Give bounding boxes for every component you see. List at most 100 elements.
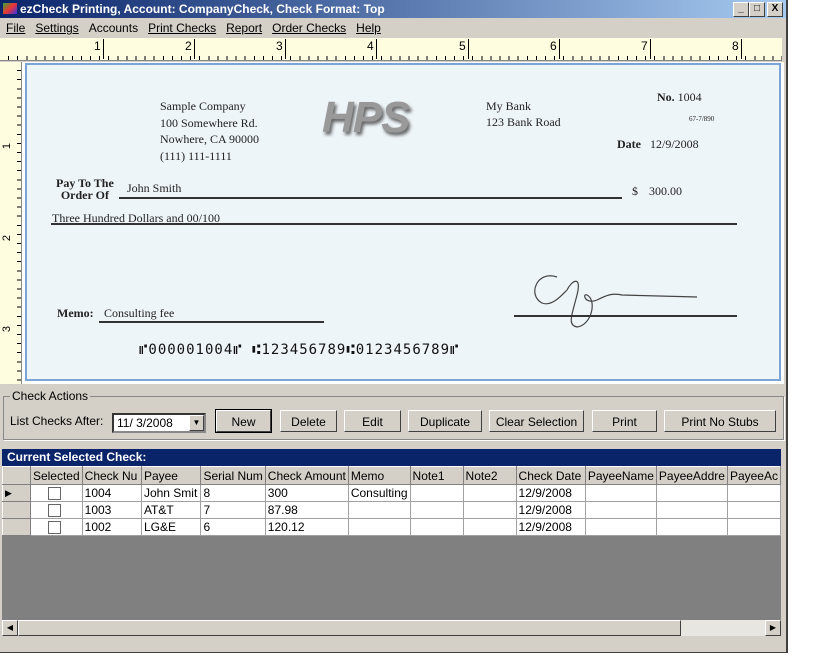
scroll-right-icon[interactable]: ▶ (765, 620, 781, 636)
row-header[interactable] (2, 518, 31, 536)
menu-order-checks[interactable]: Order Checks (272, 21, 347, 35)
selected-checkbox[interactable] (47, 487, 61, 501)
menu-print-checks[interactable]: Print Checks (148, 21, 217, 35)
table-cell[interactable] (585, 501, 657, 519)
table-cell[interactable]: AT&T (141, 501, 202, 519)
table-cell[interactable] (656, 501, 728, 519)
ruler-mark: 1 (94, 39, 104, 59)
column-header[interactable]: Payee (140, 466, 202, 485)
row-header-corner (2, 466, 31, 485)
ruler-mark: 4 (367, 39, 377, 59)
scroll-left-icon[interactable]: ◀ (2, 620, 18, 636)
table-cell[interactable]: 87.98 (265, 501, 349, 519)
table-row[interactable]: 1003 AT&T 7 87.98 12/9/2008 (2, 501, 781, 519)
column-header[interactable]: Note2 (462, 466, 517, 485)
table-cell[interactable]: John Smit (141, 484, 202, 502)
table-cell[interactable]: 12/9/2008 (516, 518, 586, 536)
column-header[interactable]: Check Amount (264, 466, 349, 485)
new-button[interactable]: New (215, 409, 272, 433)
check-amount: 300.00 (649, 184, 682, 198)
duplicate-button[interactable]: Duplicate (408, 410, 482, 432)
restore-button[interactable]: □ (749, 2, 765, 17)
table-cell[interactable]: 12/9/2008 (516, 484, 586, 502)
table-cell[interactable] (585, 518, 657, 536)
list-after-label: List Checks After: (10, 414, 104, 428)
menu-help[interactable]: Help (356, 21, 381, 35)
horizontal-scrollbar[interactable]: ◀ ▶ (2, 620, 781, 636)
chevron-down-icon[interactable]: ▼ (189, 415, 204, 431)
column-header[interactable]: Note1 (409, 466, 464, 485)
close-button[interactable]: X (767, 2, 783, 17)
table-row[interactable]: ▶ 1004 John Smit 8 300 Consulting 12/9/2008 (2, 484, 781, 502)
table-cell[interactable] (463, 501, 517, 519)
column-header[interactable]: Check Nu (81, 466, 142, 485)
window-title: ezCheck Printing, Account: CompanyCheck,… (20, 2, 385, 16)
routing-fraction: 67-7/890 (689, 115, 715, 123)
check-preview-area: Sample Company 100 Somewhere Rd. Nowhere… (22, 62, 784, 384)
scrollbar-thumb[interactable] (18, 620, 681, 636)
table-cell[interactable] (727, 501, 781, 519)
menu-settings[interactable]: Settings (35, 21, 79, 35)
table-cell[interactable] (410, 518, 464, 536)
table-cell[interactable]: 1004 (82, 484, 142, 502)
payee-name: John Smith (127, 181, 182, 195)
ruler-mark: 2 (185, 39, 195, 59)
print-button[interactable]: Print (592, 410, 657, 432)
selected-checkbox-cell[interactable] (30, 484, 83, 502)
selected-checkbox[interactable] (47, 504, 61, 518)
selected-checkbox-cell[interactable] (30, 501, 83, 519)
row-header[interactable]: ▶ (2, 484, 31, 502)
menu-report[interactable]: Report (226, 21, 263, 35)
table-cell[interactable] (585, 484, 657, 502)
column-header[interactable]: PayeeAc (726, 466, 781, 485)
list-after-date-picker[interactable]: 11/ 3/2008 ▼ (112, 413, 206, 433)
app-window: ezCheck Printing, Account: CompanyCheck,… (0, 0, 788, 653)
column-header[interactable]: PayeeName (584, 466, 657, 485)
column-header[interactable]: Memo (347, 466, 411, 485)
edit-button[interactable]: Edit (344, 410, 401, 432)
column-header[interactable]: Selected (29, 466, 83, 485)
minimize-button[interactable]: _ (733, 2, 749, 17)
memo-label: Memo: (57, 306, 94, 320)
column-header[interactable]: Check Date (515, 466, 586, 485)
table-cell[interactable]: 6 (200, 518, 266, 536)
table-cell[interactable]: 1002 (82, 518, 142, 536)
table-cell[interactable] (348, 518, 411, 536)
check-preview[interactable]: Sample Company 100 Somewhere Rd. Nowhere… (25, 63, 781, 381)
table-cell[interactable]: 300 (265, 484, 349, 502)
check-date: 12/9/2008 (650, 137, 699, 151)
table-cell[interactable]: Consulting (348, 484, 411, 502)
table-cell[interactable] (463, 518, 517, 536)
table-cell[interactable]: 120.12 (265, 518, 349, 536)
table-cell[interactable] (727, 484, 781, 502)
table-cell[interactable] (727, 518, 781, 536)
delete-button[interactable]: Delete (280, 410, 337, 432)
column-header[interactable]: Serial Num (200, 466, 266, 485)
table-cell[interactable] (656, 484, 728, 502)
column-header[interactable]: PayeeAddre (655, 466, 728, 485)
table-cell[interactable]: 7 (200, 501, 266, 519)
app-icon (3, 3, 17, 14)
selected-checkbox[interactable] (47, 521, 61, 535)
table-cell[interactable] (410, 484, 464, 502)
table-cell[interactable] (656, 518, 728, 536)
print-no-stubs-button[interactable]: Print No Stubs (664, 410, 776, 432)
ruler-mark: 3 (276, 39, 286, 59)
menu-file[interactable]: File (6, 21, 26, 35)
bank-address: 123 Bank Road (486, 115, 561, 129)
table-cell[interactable] (463, 484, 517, 502)
clear-selection-button[interactable]: Clear Selection (489, 410, 584, 432)
table-cell[interactable]: 12/9/2008 (516, 501, 586, 519)
selected-checkbox-cell[interactable] (30, 518, 83, 536)
row-header[interactable] (2, 501, 31, 519)
table-cell[interactable] (348, 501, 411, 519)
table-cell[interactable] (410, 501, 464, 519)
table-cell[interactable]: 8 (200, 484, 266, 502)
checks-grid[interactable]: Selected Check Nu Payee Serial Num Check Amo… (2, 466, 781, 620)
menu-accounts[interactable]: Accounts (88, 21, 139, 35)
table-cell[interactable]: 1003 (82, 501, 142, 519)
menu-bar: File Settings Accounts Print Checks Report Or… (0, 19, 385, 37)
ruler-mark: 6 (550, 39, 560, 59)
table-cell[interactable]: LG&E (141, 518, 202, 536)
table-row[interactable]: 1002 LG&E 6 120.12 12/9/2008 (2, 518, 781, 536)
